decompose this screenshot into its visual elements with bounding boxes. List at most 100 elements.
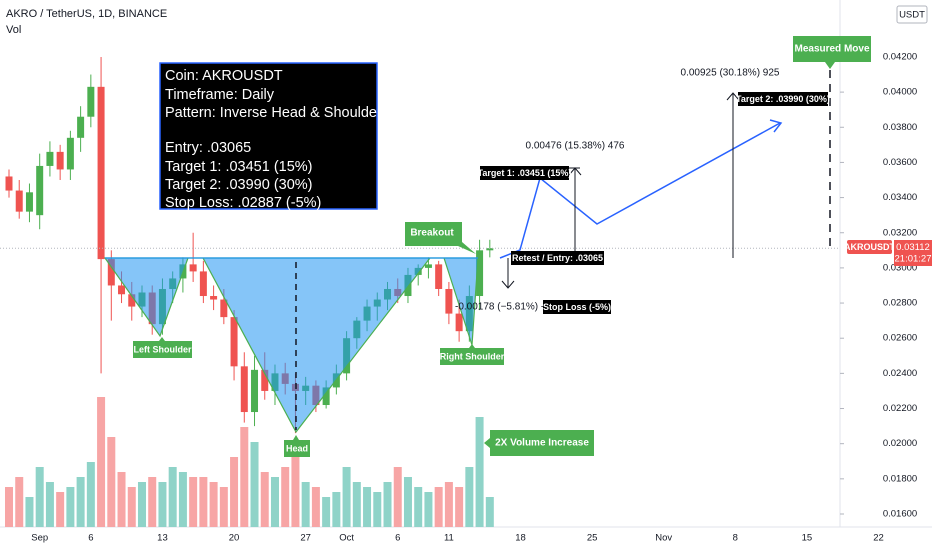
volume-bar [107, 437, 116, 527]
volume-bar [465, 467, 474, 527]
info-line: Entry: .03065 [165, 140, 251, 156]
x-tick-label: 15 [802, 533, 813, 544]
info-box [159, 62, 378, 210]
candle-body [435, 264, 443, 289]
breakout-box [405, 222, 476, 254]
volume-bar [168, 467, 177, 527]
volume-bar [137, 482, 146, 527]
volume-bar [35, 467, 44, 527]
volume-bar [424, 492, 433, 527]
currency[interactable]: USDT [899, 10, 925, 21]
volume-bar [76, 477, 85, 527]
y-tick-label: 0.03400 [883, 192, 917, 203]
x-tick-label: 11 [444, 533, 454, 544]
info-line: Timeframe: Daily [165, 87, 275, 103]
candle-body [486, 248, 494, 251]
measure-2-arrow [726, 92, 740, 101]
volume-label: Vol [6, 24, 21, 36]
volume-bar [434, 487, 443, 527]
volume-bar [485, 497, 494, 527]
volume-bar [281, 467, 290, 527]
y-tick-label: 0.03000 [883, 262, 917, 273]
measure-stop-arrow [501, 280, 515, 289]
volume-bar [342, 467, 351, 527]
y-tick-label: 0.04200 [883, 51, 917, 62]
chart-title: AKRO / TetherUS, 1D, BINANCE [6, 8, 167, 20]
volume-bar [301, 482, 310, 527]
volume-bar [475, 417, 484, 527]
volume-bar [117, 472, 126, 527]
candle-body [189, 264, 197, 272]
candle-body [56, 151, 64, 170]
head-box [284, 435, 310, 457]
volume-bar [56, 492, 65, 527]
right-shoulder: Right Shoulder [440, 351, 505, 361]
volume-bar [352, 482, 361, 527]
volume-bar [25, 497, 34, 527]
left-shoulder: Left Shoulder [134, 344, 192, 354]
info-line: Target 1: .03451 (15%) [165, 159, 313, 175]
pattern-area [103, 257, 479, 434]
candle-body [455, 313, 463, 332]
volume-bar [373, 492, 382, 527]
volume-bar [414, 487, 423, 527]
volume-bar [97, 397, 106, 527]
candle-body [199, 271, 207, 297]
volume-bar [127, 487, 136, 527]
x-tick-label: 6 [88, 533, 93, 544]
volume-bar [260, 472, 269, 527]
x-tick-label: 27 [300, 533, 311, 544]
candle-body [424, 264, 432, 268]
info-line: Stop Loss: .02887 (-5%) [165, 195, 321, 211]
candle-body [251, 369, 259, 413]
right-shoulder-box [440, 344, 504, 365]
y-tick-label: 0.03200 [883, 227, 917, 238]
y-tick-label: 0.04000 [883, 87, 917, 98]
volume-bar [455, 487, 464, 527]
volume-bar [189, 477, 198, 527]
volume-bar [270, 477, 279, 527]
currency-box[interactable] [896, 5, 928, 24]
retest-box [511, 251, 604, 265]
volume-bar [393, 467, 402, 527]
y-tick-label: 0.02200 [883, 403, 917, 414]
candle-body [240, 366, 248, 413]
volume-bar [178, 472, 187, 527]
retest: Retest / Entry: .03065 [512, 253, 603, 263]
volume-bar [209, 482, 218, 527]
candle-body [66, 137, 74, 170]
measure-stop-text: -0.00178 (−5.81%) - [455, 302, 544, 313]
breakout: Breakout [410, 228, 454, 239]
volume-bar [15, 477, 24, 527]
left-shoulder-box [133, 337, 192, 358]
measure-1-arrow [568, 167, 582, 176]
y-tick-label: 0.01600 [883, 509, 917, 520]
candle-body [25, 192, 33, 212]
volume-bar [332, 492, 341, 527]
candle-body [118, 285, 126, 295]
info-line: Coin: AKROUSDT [165, 68, 283, 84]
candle-body [230, 317, 238, 367]
measured-move: Measured Move [794, 44, 869, 55]
last-price: 0.03112 [896, 242, 930, 253]
candle-body [77, 116, 85, 138]
x-tick-label: Oct [339, 533, 354, 544]
volume-bar [363, 487, 372, 527]
candle-body [5, 176, 13, 191]
volume-bar [444, 482, 453, 527]
target-2: Target 2: .03990 (30%) [736, 94, 830, 104]
x-tick-label: 20 [229, 533, 240, 544]
candle-body [261, 369, 269, 391]
volume-bar [45, 482, 54, 527]
countdown: 21:01:27 [895, 254, 932, 265]
measure-1-text: 0.00476 (15.38%) 476 [526, 141, 625, 152]
y-tick-label: 0.02400 [883, 368, 917, 379]
symbol: AKROUSDT [844, 242, 896, 252]
y-tick-label: 0.01800 [883, 473, 917, 484]
volume-bar [291, 452, 300, 527]
measure-2-text: 0.00925 (30.18%) 925 [681, 68, 780, 79]
last-price-box [894, 240, 932, 266]
y-tick-label: 0.02600 [883, 333, 917, 344]
volume-bar [230, 457, 239, 527]
candle-body [476, 250, 484, 297]
